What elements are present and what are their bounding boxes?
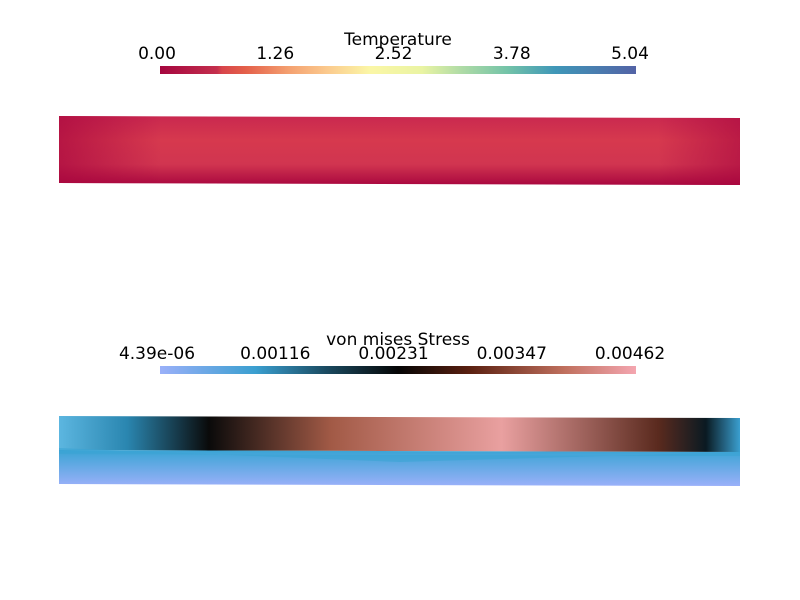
beam-band — [59, 448, 740, 462]
beam-bottom — [59, 450, 740, 486]
tick-label: 0.00347 — [477, 344, 547, 364]
tick-label: 0.00231 — [358, 344, 428, 364]
tick-label: 0.00 — [138, 44, 176, 64]
beam-shade — [59, 116, 740, 185]
tick-label: 2.52 — [375, 44, 413, 64]
beam-top — [59, 416, 740, 452]
tick-label: 3.78 — [493, 44, 531, 64]
tick-label: 0.00462 — [595, 344, 665, 364]
tick-label: 5.04 — [611, 44, 649, 64]
color-bar — [160, 366, 636, 374]
tick-label: 1.26 — [256, 44, 294, 64]
color-bar — [160, 66, 636, 74]
color-bar-title: Temperature — [343, 30, 452, 50]
tick-label: 0.00116 — [240, 344, 310, 364]
tick-label: 4.39e-06 — [119, 344, 195, 364]
color-bar-title: von mises Stress — [326, 330, 470, 350]
